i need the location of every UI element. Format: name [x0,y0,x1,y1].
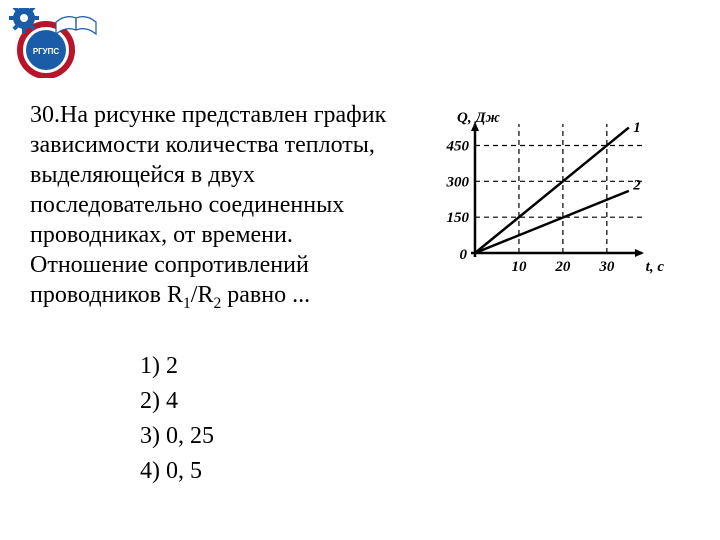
svg-text:10: 10 [511,259,527,275]
q-line6: Отношение сопротивлений [30,252,309,278]
q-line7b: /R [191,282,214,308]
svg-text:1: 1 [633,120,641,136]
q-line4: последовательно соединенных [30,192,344,218]
svg-text:30: 30 [598,259,615,275]
chart-svg: 120150300450102030Q, Джt, c [420,106,670,281]
svg-text:450: 450 [446,139,470,155]
svg-text:20: 20 [554,259,571,275]
question-number: 30. [30,102,60,128]
chart-container: 120150300450102030Q, Джt, c [420,106,670,286]
svg-text:t, c: t, c [646,259,665,275]
svg-text:150: 150 [447,210,470,226]
q-line5: проводниках, от времени. [30,222,293,248]
q-line7a: проводников R [30,282,183,308]
svg-text:РГУПС: РГУПС [33,47,60,56]
question-text: 30.На рисунке представлен график зависим… [30,100,400,313]
content-area: 30.На рисунке представлен график зависим… [30,100,690,488]
q-line1: На рисунке представлен график [60,102,386,128]
q-line7c: равно ... [221,282,310,308]
q-line2: зависимости количества теплоты, [30,132,375,158]
svg-text:300: 300 [446,174,470,190]
q-sub1: 1 [183,295,191,312]
svg-text:Q, Дж: Q, Дж [457,110,500,126]
answer-option-2: 2) 4 [140,384,690,419]
answer-option-1: 1) 2 [140,349,690,384]
question-row: 30.На рисунке представлен график зависим… [30,100,690,313]
logo-svg: РГУПС [8,8,98,78]
svg-text:0: 0 [460,247,468,263]
svg-text:2: 2 [632,178,641,194]
answer-option-4: 4) 0, 5 [140,454,690,489]
q-line3: выделяющейся в двух [30,162,255,188]
answer-list: 1) 2 2) 4 3) 0, 25 4) 0, 5 [140,349,690,488]
institution-logo: РГУПС [8,8,98,78]
answer-option-3: 3) 0, 25 [140,419,690,454]
